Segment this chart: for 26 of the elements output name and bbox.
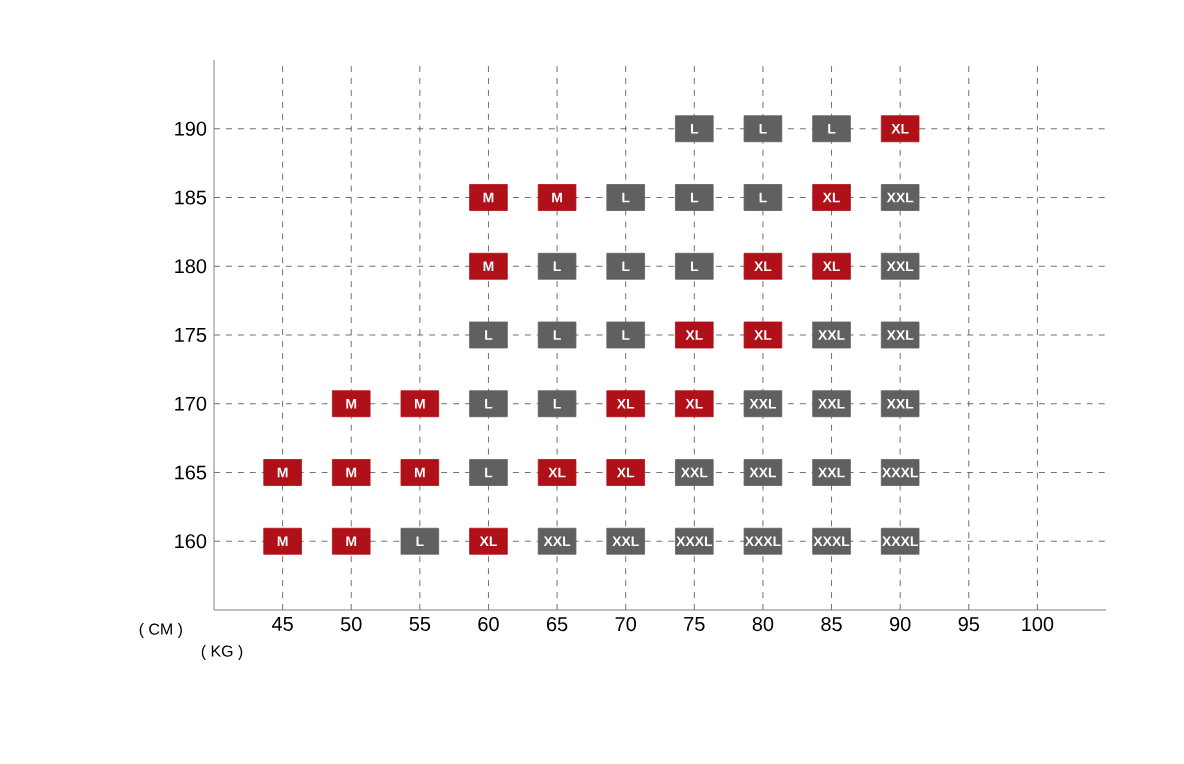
point	[469, 390, 508, 418]
y-tick-label: 185	[175, 190, 207, 205]
y-tick-label: 180	[175, 259, 207, 274]
x-tick-label: 85	[821, 617, 842, 632]
x-tick-label: 65	[547, 617, 568, 632]
x-tick-label: 50	[340, 617, 362, 632]
y-tick-label: 160	[175, 534, 207, 549]
point	[675, 252, 714, 280]
y-tick-label: 165	[175, 465, 207, 480]
point	[606, 252, 645, 280]
x-tick-label: 100	[1022, 617, 1054, 632]
x-tick-label: 80	[752, 617, 774, 632]
x-tick-label: 75	[684, 617, 705, 631]
y-tick-label: 175	[175, 328, 207, 342]
y-tick-label: 190	[175, 121, 207, 136]
x-tick-label: 90	[890, 617, 911, 632]
x-tick-label: 55	[409, 617, 431, 631]
y-tick-label: 170	[175, 396, 207, 411]
x-tick-label: 95	[958, 617, 980, 632]
point	[812, 115, 851, 143]
x-tick-label: 60	[478, 617, 499, 632]
x-tick-label: 45	[272, 617, 293, 631]
x-tick-label: 70	[615, 617, 636, 632]
point	[675, 115, 714, 143]
point	[606, 321, 645, 349]
point	[469, 321, 508, 349]
